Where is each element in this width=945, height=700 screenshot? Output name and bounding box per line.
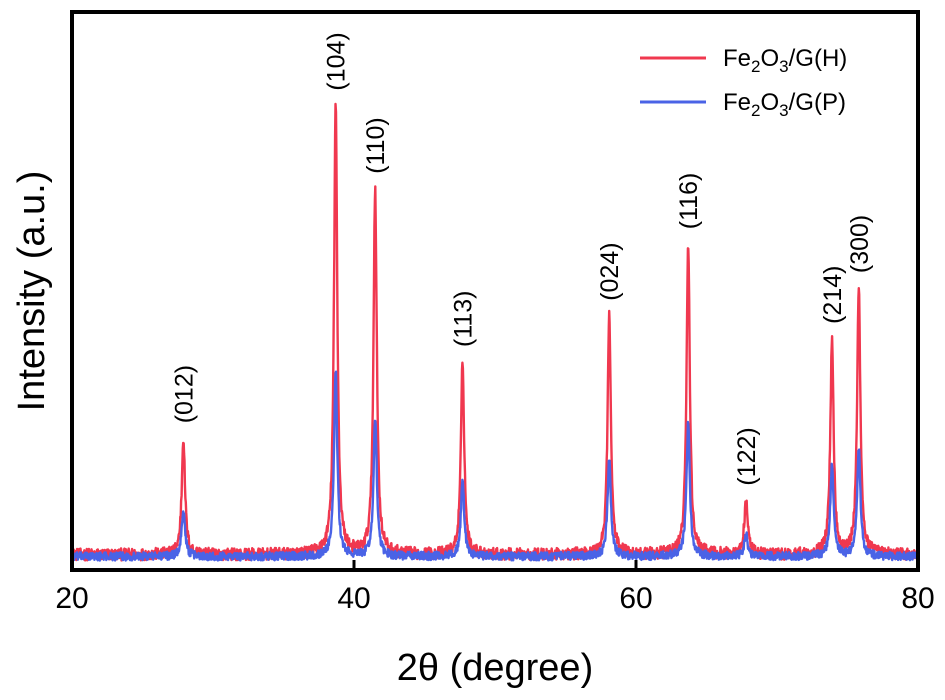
peak-annotations: (012) (104) (110) (113) (024) (116) (122) (214)… — [170, 32, 873, 485]
legend: Fe2O3/G(H) Fe2O3/G(P) — [640, 45, 847, 120]
peak-label: (104) — [323, 32, 351, 90]
peak-label: (122) — [733, 427, 761, 485]
legend-label-P: Fe2O3/G(P) — [723, 89, 846, 120]
peak-label: (113) — [450, 290, 478, 347]
y-axis-title: Intensity (a.u.) — [11, 171, 53, 412]
x-tick-label: 60 — [619, 582, 652, 615]
peak-label: (012) — [170, 365, 198, 423]
x-axis-ticks: 20 40 60 80 — [55, 560, 935, 615]
series-layer — [70, 102, 920, 562]
peak-label: (024) — [596, 242, 624, 300]
legend-label-H: Fe2O3/G(H) — [723, 45, 847, 76]
x-tick-label: 80 — [901, 582, 934, 615]
peak-label: (116) — [675, 173, 703, 230]
x-tick-label: 40 — [337, 582, 370, 615]
plot-frame — [70, 10, 920, 572]
peak-label: (214) — [819, 266, 847, 324]
peak-label: (300) — [846, 215, 874, 273]
series-line-P — [70, 370, 920, 562]
series-line-H — [71, 102, 920, 562]
x-axis-title: 2θ (degree) — [397, 647, 593, 689]
x-tick-label: 20 — [55, 582, 88, 615]
peak-label: (110) — [362, 117, 390, 174]
